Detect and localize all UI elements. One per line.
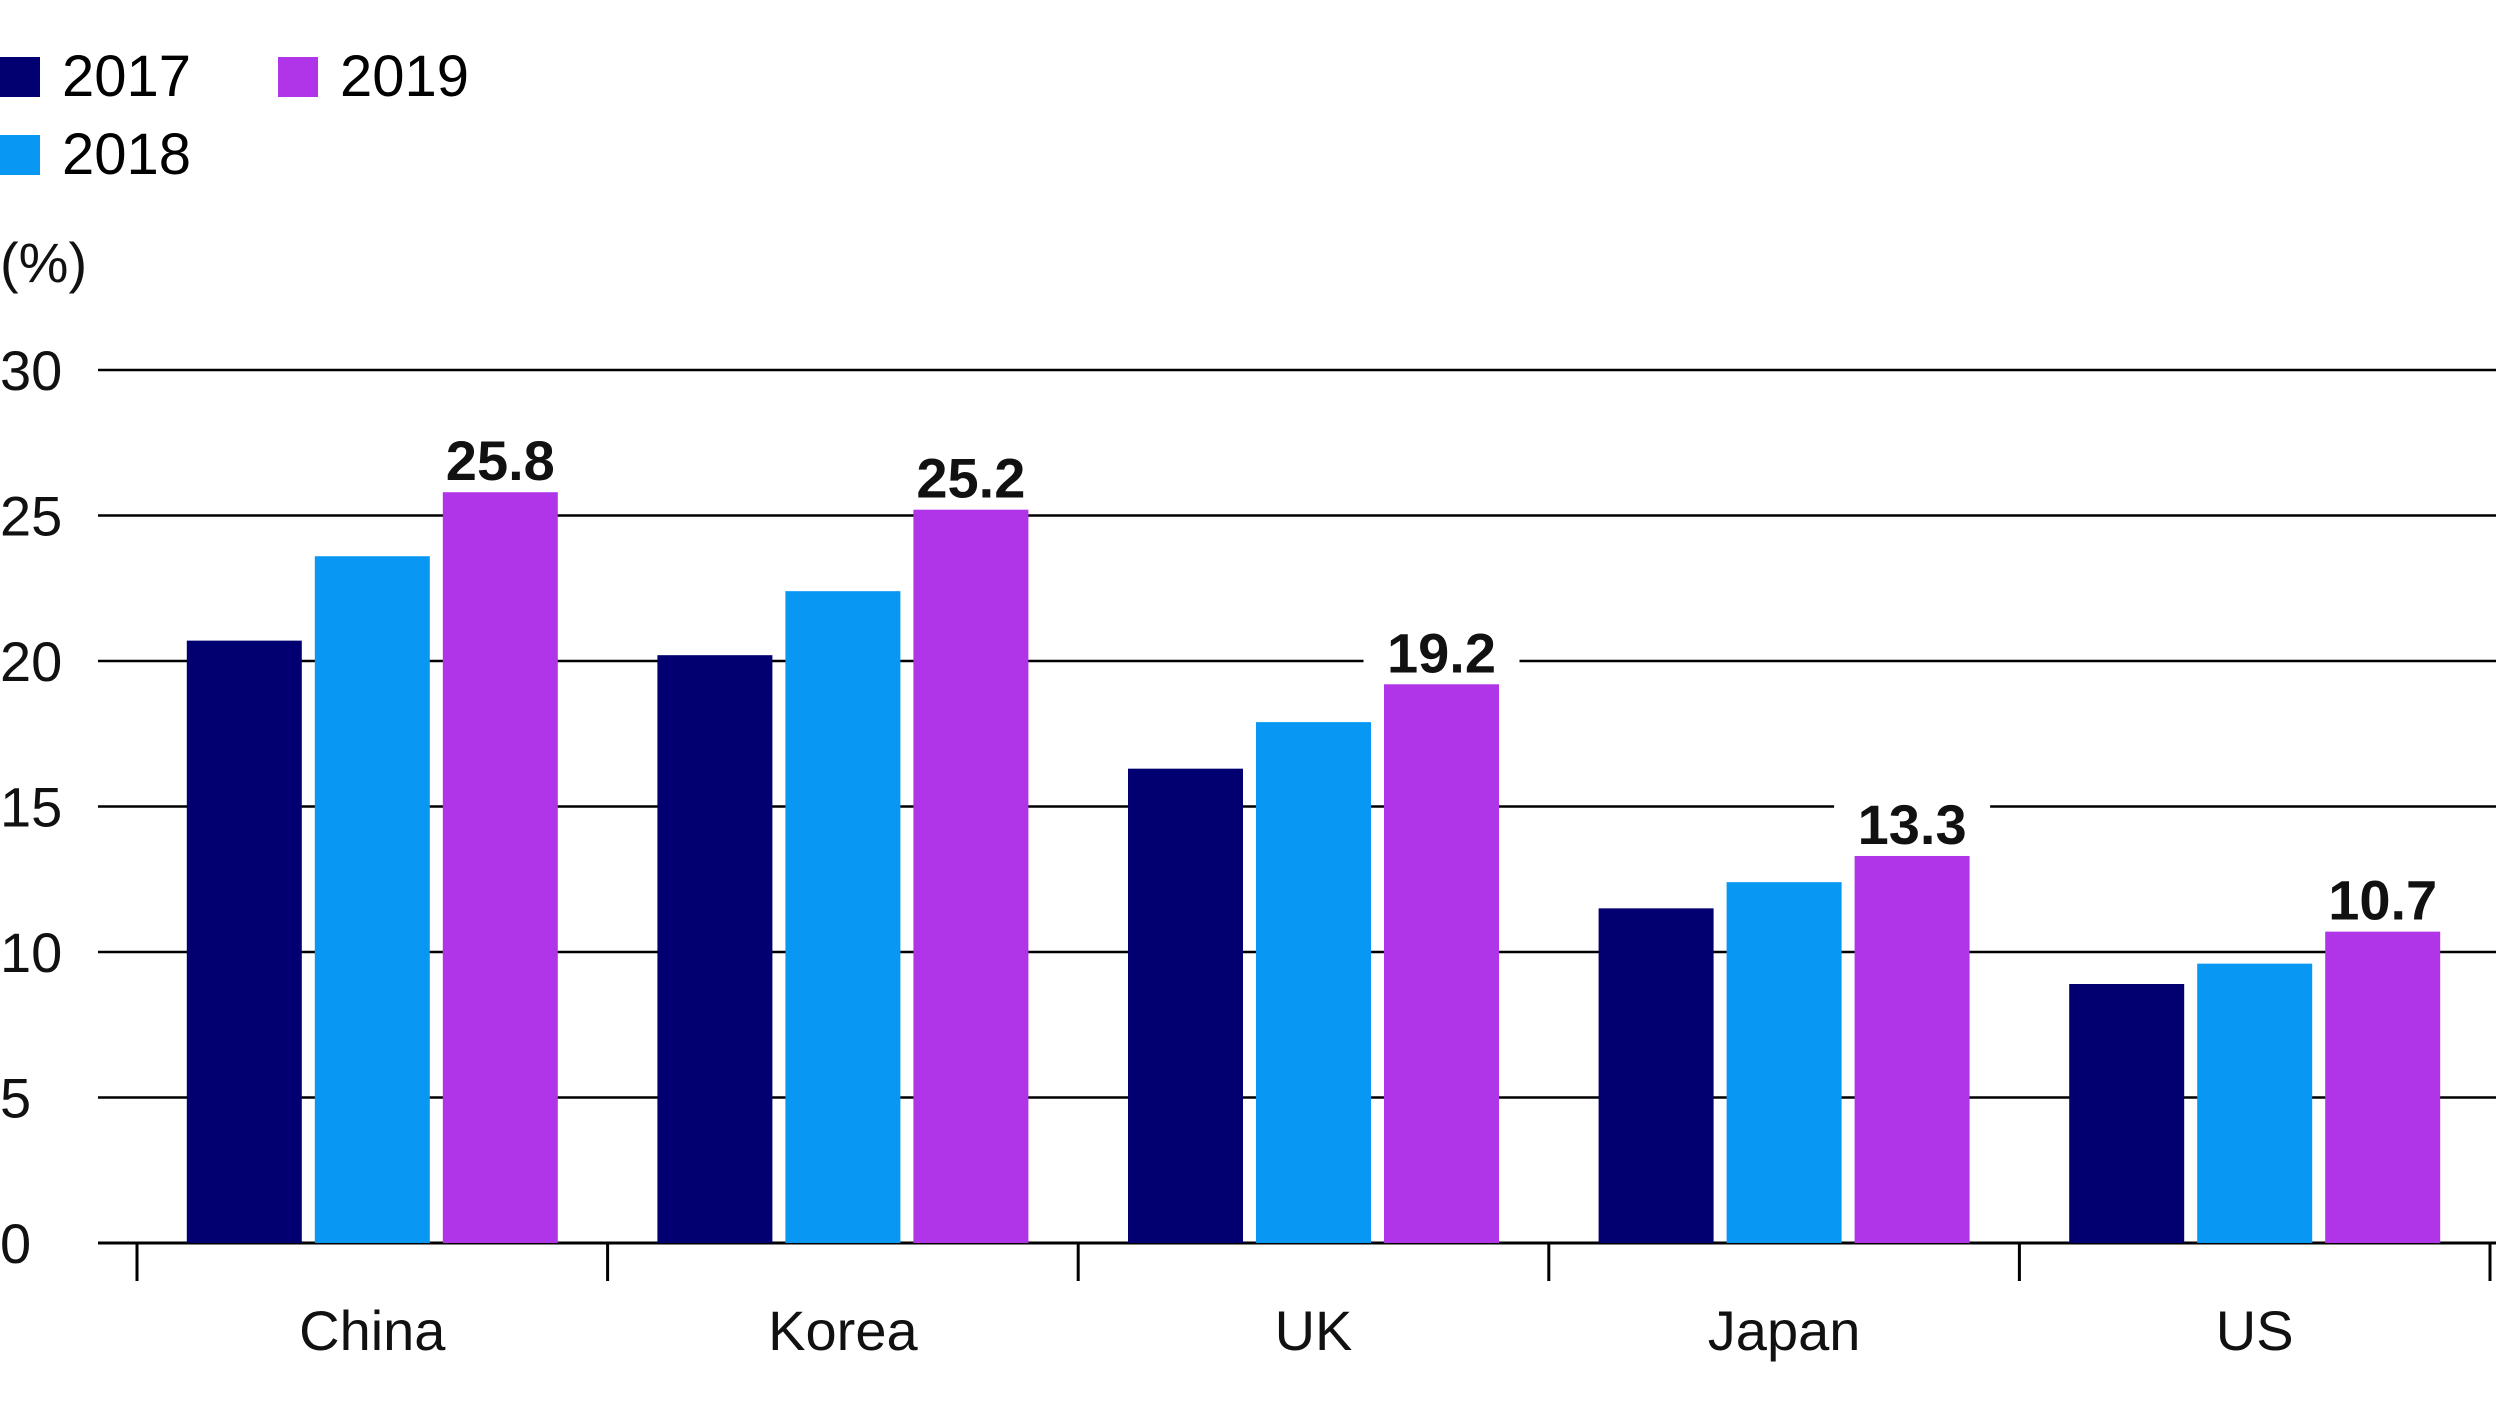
y-axis: 0 5 10 15 20 25 30 [0,339,62,1275]
bar-2017 [657,655,773,1243]
x-category-label: Korea [768,1299,918,1362]
data-label: 19.2 [1387,621,1496,684]
x-category-label: Japan [1708,1299,1861,1362]
legend-swatch-2018 [0,135,40,175]
legend-item-2019: 2019 [278,48,469,106]
bars [186,492,2441,1244]
bar-2017 [1598,908,1714,1243]
x-category-label: UK [1275,1299,1353,1362]
legend: 2017 2019 2018 [0,28,700,188]
data-label-background [1363,622,1520,681]
bar-2018 [1726,882,1842,1243]
legend-item-2018: 2018 [0,126,191,184]
y-tick-label: 5 [0,1067,31,1130]
data-label-background [422,430,579,489]
legend-label-2019: 2019 [340,44,470,109]
bar-2017 [2069,984,2185,1243]
y-tick-label: 30 [0,339,62,402]
bar-2019 [2325,931,2441,1243]
legend-label-2017: 2017 [62,44,192,109]
legend-swatch-2017 [0,57,40,97]
bar-2018 [1256,722,1371,1243]
bar-2017 [1128,768,1243,1243]
data-label-background [1834,793,1991,852]
y-tick-label: 0 [0,1212,31,1275]
y-tick-label: 25 [0,485,62,548]
data-label: 13.3 [1858,793,1967,856]
bar-2018 [785,591,901,1243]
legend-label-2018: 2018 [62,122,192,187]
bar-2019 [1384,684,1499,1243]
bar-2018 [2197,963,2313,1243]
x-category-label: China [299,1299,446,1362]
bar-2018 [314,556,430,1243]
bar-2019 [913,509,1029,1243]
x-axis: China Korea UK Japan US [135,1243,2492,1362]
y-tick-label: 10 [0,921,62,984]
bar-2019 [442,492,558,1244]
legend-item-2017: 2017 [0,48,191,106]
bar-2019 [1854,855,1970,1243]
y-tick-label: 20 [0,630,62,693]
data-label: 25.8 [446,429,555,492]
data-label: 10.7 [2328,869,2437,932]
data-label-background [2304,869,2461,928]
data-label-background [892,447,1049,506]
data-labels: 25.8 25.2 19.2 13.3 10.7 [422,429,2461,932]
y-axis-unit-label: (%) [0,231,87,294]
data-label: 25.2 [916,447,1025,510]
bar-2017 [186,640,302,1243]
x-category-label: US [2216,1299,2294,1362]
y-tick-label: 15 [0,776,62,839]
legend-swatch-2019 [278,57,318,97]
